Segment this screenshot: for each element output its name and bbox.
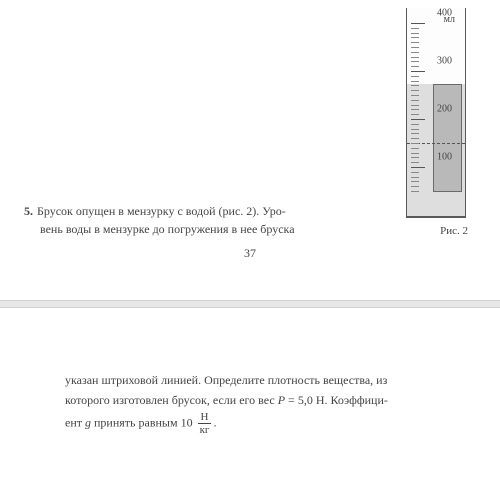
var-P: P <box>278 393 285 407</box>
tick-label: 100 <box>437 152 452 163</box>
problem-line2: вень воды в мензурке до погружения в нее… <box>40 222 295 236</box>
problem-text-bottom: указан штриховой линией. Определите плот… <box>65 370 445 436</box>
problem-line1: Брусок опущен в мензурку с водой (рис. 2… <box>37 204 286 218</box>
unit-fraction: Нкг <box>198 411 212 436</box>
cylinder-body: мл 100200300400 <box>406 8 466 218</box>
measuring-cylinder-figure: мл 100200300400 <box>400 2 472 222</box>
bottom-line1: указан штриховой линией. Определите плот… <box>65 373 387 387</box>
page-divider <box>0 300 500 308</box>
submerged-block <box>433 84 462 192</box>
tick-label: 400 <box>437 8 452 19</box>
bottom-eq: = 5,0 Н. Коэффици- <box>285 393 388 407</box>
page-number: 37 <box>0 246 500 261</box>
page-top-region: мл 100200300400 5.Брусок опущен в мензур… <box>0 0 500 265</box>
tick-label: 200 <box>437 104 452 115</box>
tick-label: 300 <box>437 56 452 67</box>
problem-text-top: 5. Брусок опущен в мензурку с водой (рис.… <box>24 202 364 238</box>
bottom-line3c: . <box>213 415 216 429</box>
bottom-line3b: принять равным 10 <box>91 415 196 429</box>
scale-ticks: 100200300400 <box>411 8 431 216</box>
problem-number: 5. <box>24 204 33 218</box>
bottom-line3a: ент <box>65 415 85 429</box>
figure-caption: Рис. 2 <box>440 225 468 237</box>
bottom-line2a: которого изготовлен брусок, если его вес <box>65 393 278 407</box>
